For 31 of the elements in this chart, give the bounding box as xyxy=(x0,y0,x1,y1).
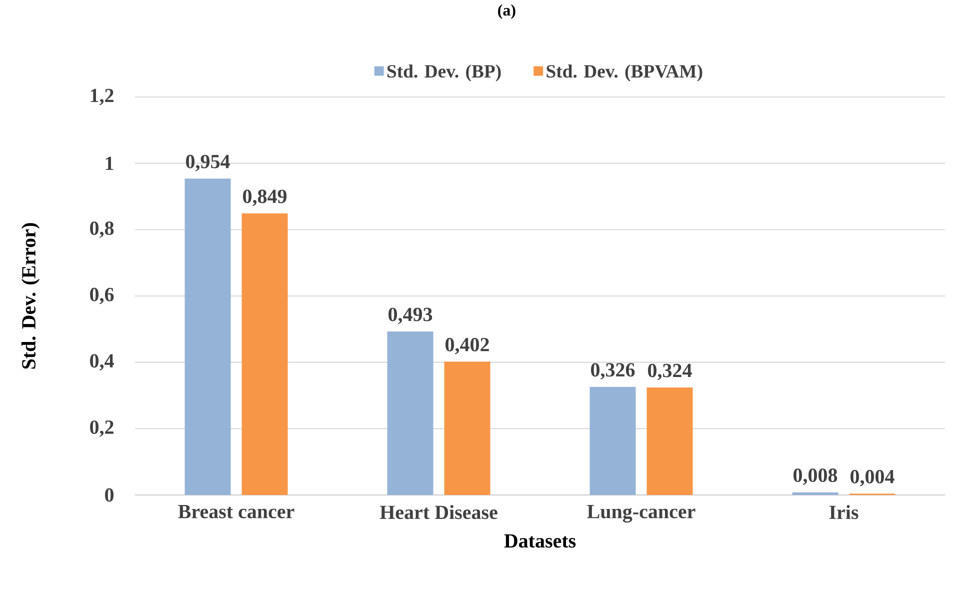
y-tick-label: 0,2 xyxy=(90,420,114,437)
y-tick-label: 1 xyxy=(106,156,114,170)
y-tick-label: 0 xyxy=(105,488,114,502)
chart-title: (a) xyxy=(498,4,516,19)
bar xyxy=(184,178,231,495)
data-label: 0,324 xyxy=(648,364,692,380)
y-tick-label: 0,6 xyxy=(90,288,114,304)
data-label: 0,402 xyxy=(446,338,489,354)
x-axis-title: Datasets xyxy=(504,534,576,548)
y-tick-label: 1,2 xyxy=(90,88,114,106)
legend-label: Std. Dev. (BPVAM) xyxy=(546,64,702,82)
bar xyxy=(646,388,693,495)
x-tick-label: Heart Disease xyxy=(380,505,498,520)
data-label: 0,004 xyxy=(850,470,894,486)
x-tick-label: Iris xyxy=(829,505,858,520)
x-tick-label: Lung-cancer xyxy=(587,505,696,523)
data-label: 0,326 xyxy=(591,363,635,380)
data-label: 0,954 xyxy=(186,154,230,172)
y-tick-label: 0,4 xyxy=(90,354,114,371)
y-tick-label: 0,8 xyxy=(90,221,114,238)
bar xyxy=(242,213,288,495)
x-tick-label: Breast cancer xyxy=(178,505,294,518)
data-label: 0,493 xyxy=(388,308,432,324)
data-label: 0,008 xyxy=(794,468,838,485)
bar xyxy=(444,362,490,495)
bar xyxy=(590,386,636,495)
y-axis-title: Std. Dev. (Error) xyxy=(21,223,40,369)
data-label: 0,849 xyxy=(243,190,287,206)
bar xyxy=(387,331,434,495)
legend-label: Std. Dev. (BP) xyxy=(387,64,501,82)
bar xyxy=(792,492,838,495)
